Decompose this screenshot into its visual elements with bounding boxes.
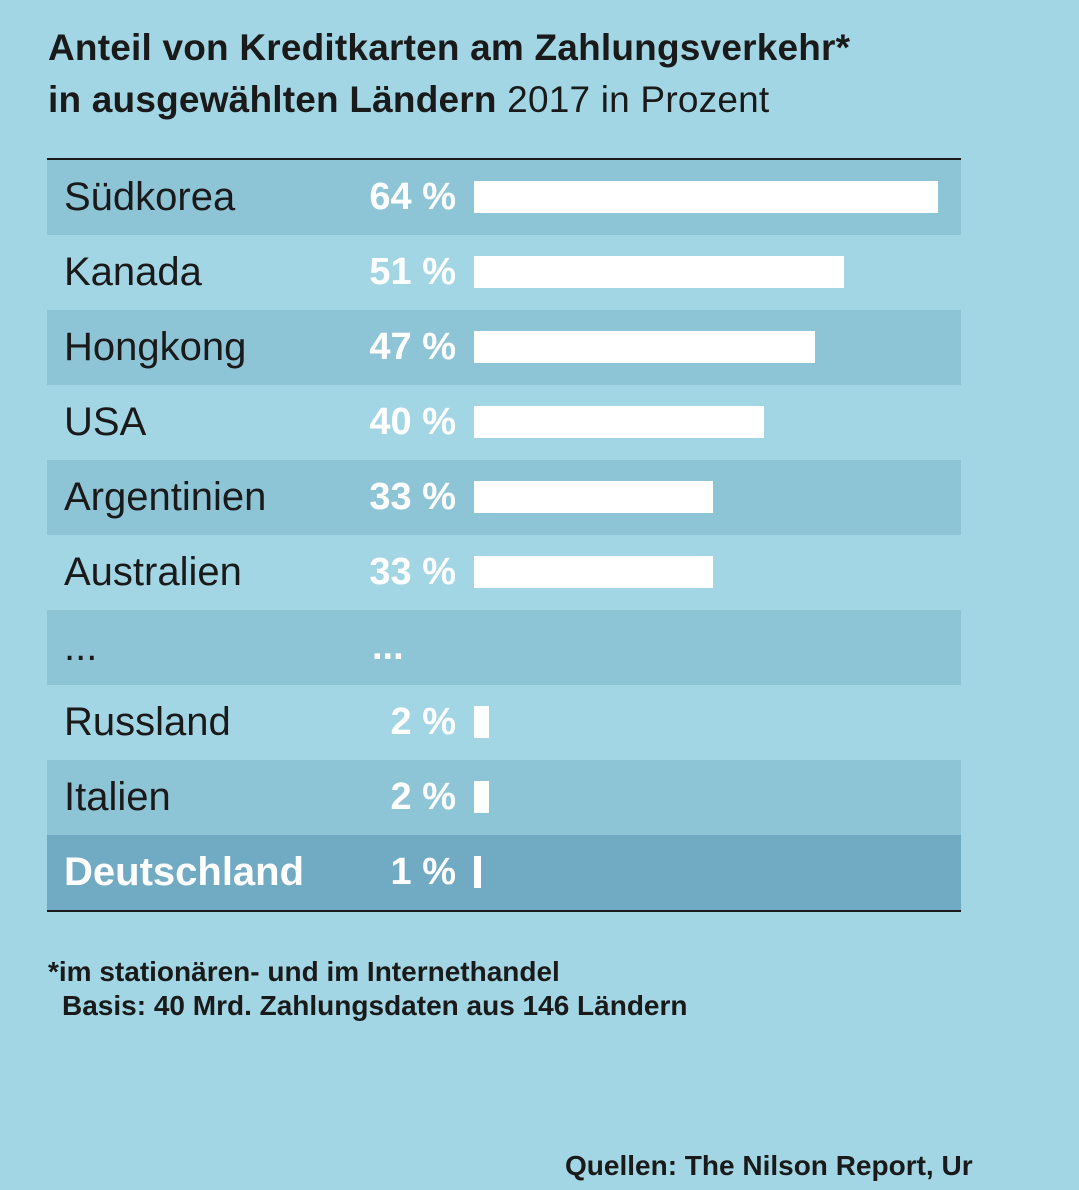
title-line-1: Anteil von Kreditkarten am Zahlungsverke… <box>48 27 851 68</box>
value-label: ... <box>372 626 404 668</box>
country-label: Australien <box>64 550 242 594</box>
bar <box>474 481 713 513</box>
chart-title: Anteil von Kreditkarten am Zahlungsverke… <box>48 22 1073 126</box>
title-bold-part: in ausgewählten Ländern <box>48 79 497 120</box>
country-label: Hongkong <box>64 325 247 369</box>
country-label: Argentinien <box>64 475 267 519</box>
bar <box>474 781 489 813</box>
footnote-line-2: Basis: 40 Mrd. Zahlungsdaten aus 146 Län… <box>62 990 688 1021</box>
country-label: ... <box>64 625 98 669</box>
chart-row: Russland 2 % <box>47 685 961 760</box>
value-label: 33 % <box>369 476 456 518</box>
country-label: Südkorea <box>64 175 236 219</box>
country-label: USA <box>64 400 147 444</box>
bar <box>474 556 713 588</box>
value-label: 2 % <box>390 776 456 818</box>
bar <box>474 706 489 738</box>
chart-row: Argentinien 33 % <box>47 460 961 535</box>
title-line-2: in ausgewählten Ländern 2017 in Prozent <box>48 74 1073 126</box>
value-label: 2 % <box>390 701 456 743</box>
footnote-line-1: *im stationären- und im Internethandel <box>48 956 560 987</box>
country-label: Kanada <box>64 250 202 294</box>
chart-row: Italien 2 % <box>47 760 961 835</box>
country-label: Italien <box>64 775 171 819</box>
bar-chart-table: Südkorea 64 % Kanada 51 % Hongkong 47 % USA 40 … <box>47 158 961 912</box>
bar <box>474 331 815 363</box>
value-label: 64 % <box>369 176 456 218</box>
source-credit: Quellen: The Nilson Report, Ur <box>565 1150 973 1181</box>
value-label: 47 % <box>369 326 456 368</box>
chart-row: USA 40 % <box>47 385 961 460</box>
chart-row: Australien 33 % <box>47 535 961 610</box>
chart-row: Deutschland 1 % <box>47 835 961 910</box>
bar <box>474 406 764 438</box>
chart-row: Kanada 51 % <box>47 235 961 310</box>
value-label: 51 % <box>369 251 456 293</box>
value-label: 1 % <box>390 851 456 893</box>
chart-row: Südkorea 64 % <box>47 160 961 235</box>
country-label: Deutschland <box>64 850 305 894</box>
chart-row: ...... <box>47 610 961 685</box>
value-label: 33 % <box>369 551 456 593</box>
title-light-part: 2017 in Prozent <box>496 79 770 120</box>
bar <box>474 856 481 888</box>
footnote: *im stationären- und im Internethandel B… <box>48 955 688 1023</box>
bar <box>474 256 844 288</box>
value-label: 40 % <box>369 401 456 443</box>
chart-row: Hongkong 47 % <box>47 310 961 385</box>
bar <box>474 181 938 213</box>
country-label: Russland <box>64 700 231 744</box>
